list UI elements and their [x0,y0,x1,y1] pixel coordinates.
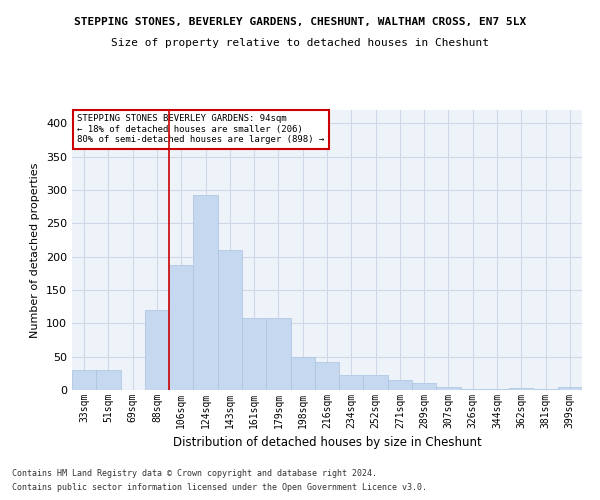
Bar [145,310,169,390]
Bar [339,376,364,390]
Bar [533,388,558,390]
Bar [96,370,121,390]
Bar [509,388,533,390]
Bar [558,386,582,390]
Bar [485,388,509,390]
Bar [193,196,218,390]
Text: STEPPING STONES, BEVERLEY GARDENS, CHESHUNT, WALTHAM CROSS, EN7 5LX: STEPPING STONES, BEVERLEY GARDENS, CHESH… [74,18,526,28]
Bar [72,370,96,390]
Text: Contains HM Land Registry data © Crown copyright and database right 2024.: Contains HM Land Registry data © Crown c… [12,468,377,477]
Bar [169,264,193,390]
Bar [364,376,388,390]
Bar [242,318,266,390]
Text: STEPPING STONES BEVERLEY GARDENS: 94sqm
← 18% of detached houses are smaller (20: STEPPING STONES BEVERLEY GARDENS: 94sqm … [77,114,325,144]
Bar [266,318,290,390]
Bar [436,386,461,390]
Bar [388,380,412,390]
Bar [218,250,242,390]
Text: Size of property relative to detached houses in Cheshunt: Size of property relative to detached ho… [111,38,489,48]
X-axis label: Distribution of detached houses by size in Cheshunt: Distribution of detached houses by size … [173,436,481,450]
Bar [461,388,485,390]
Bar [315,362,339,390]
Bar [412,384,436,390]
Y-axis label: Number of detached properties: Number of detached properties [31,162,40,338]
Bar [290,356,315,390]
Text: Contains public sector information licensed under the Open Government Licence v3: Contains public sector information licen… [12,484,427,492]
